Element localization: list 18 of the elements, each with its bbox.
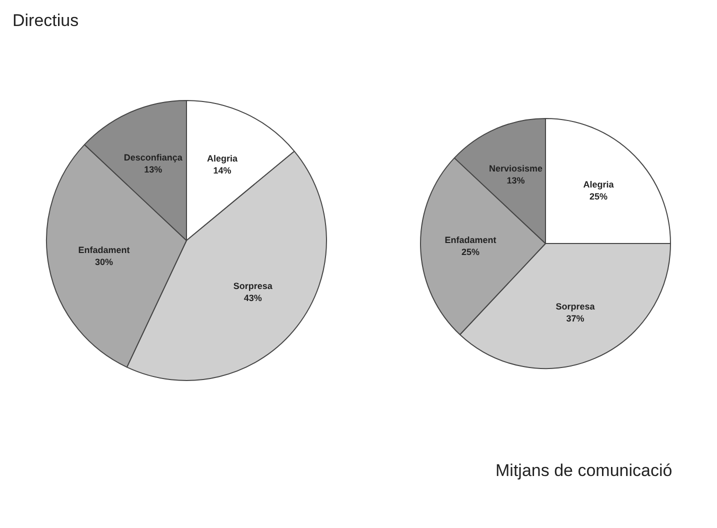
data-label: 13% — [506, 176, 525, 186]
data-label: 25% — [462, 246, 480, 257]
slice-label: Alegria — [583, 179, 615, 190]
data-label: 14% — [213, 165, 232, 176]
slice-label: Sorpresa — [233, 280, 274, 291]
data-label: 30% — [94, 257, 113, 268]
slice-label: Enfadament — [444, 234, 496, 245]
slice-label: Enfadament — [78, 245, 130, 256]
slice-label: Desconfiança — [124, 152, 184, 162]
text: Mitjans de comunicació — [496, 461, 672, 480]
slice-label: Nerviosisme — [488, 164, 542, 174]
data-label: 13% — [144, 164, 162, 174]
data-label: 25% — [590, 191, 608, 202]
slice-label: Alegria — [207, 153, 239, 164]
slice-label: Sorpresa — [556, 301, 596, 312]
data-label: 37% — [566, 313, 584, 324]
chart-title: Directius — [12, 11, 79, 30]
data-label: 43% — [244, 292, 262, 303]
